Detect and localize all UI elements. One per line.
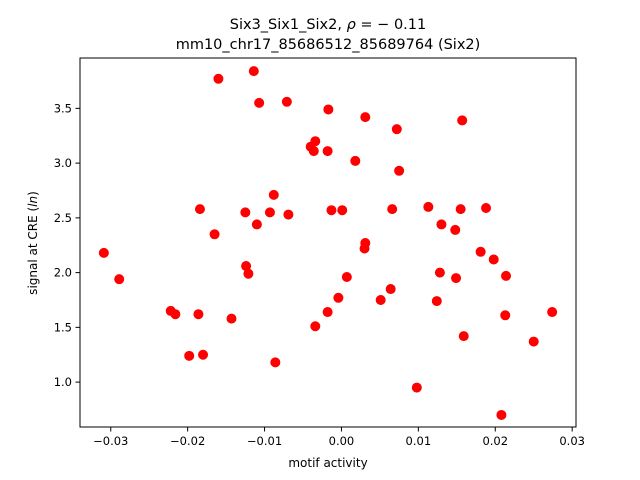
- data-point-18: [268, 189, 279, 200]
- x-tick-label-2: −0.01: [247, 434, 282, 448]
- data-point-11: [240, 207, 251, 218]
- data-point-6: [194, 204, 205, 215]
- data-point-30: [333, 292, 344, 303]
- data-point-42: [411, 382, 422, 393]
- data-point-56: [500, 310, 511, 321]
- data-point-24: [310, 136, 321, 147]
- data-point-19: [270, 357, 281, 368]
- y-tick-label-1: 1.5: [54, 320, 72, 334]
- data-point-28: [323, 104, 334, 115]
- data-point-55: [496, 409, 507, 420]
- axes-frame: [79, 57, 577, 428]
- data-point-1: [114, 274, 125, 285]
- data-point-23: [308, 146, 319, 157]
- data-point-36: [360, 112, 371, 123]
- data-point-0: [98, 247, 109, 258]
- data-point-41: [394, 165, 405, 176]
- data-point-53: [481, 203, 492, 214]
- data-point-59: [547, 307, 558, 318]
- x-tick-label-5: 0.02: [482, 434, 508, 448]
- data-point-51: [458, 331, 469, 342]
- data-point-33: [350, 155, 361, 166]
- plot-area: −0.03 −0.02 −0.01 0.00 0.01 0.02 0.03 1.0 1.5 2.0…: [54, 57, 585, 448]
- data-point-31: [337, 205, 348, 216]
- chart-title-value: = − 0.11: [356, 17, 426, 33]
- data-point-26: [322, 146, 333, 157]
- x-tick-label-6: 0.03: [559, 434, 585, 448]
- x-tick-label-1: −0.02: [170, 434, 205, 448]
- data-point-10: [226, 313, 237, 324]
- data-point-13: [243, 268, 254, 279]
- x-tick-label-4: 0.01: [406, 434, 432, 448]
- data-point-37: [375, 294, 386, 305]
- data-point-15: [251, 219, 262, 230]
- data-point-57: [501, 270, 512, 281]
- data-point-17: [264, 207, 275, 218]
- data-point-52: [475, 246, 486, 257]
- data-point-43: [423, 201, 434, 212]
- data-point-8: [209, 229, 220, 240]
- x-axis-label: motif activity: [288, 456, 367, 470]
- y-tick-label-4: 3.0: [54, 156, 72, 170]
- chart-title-line2: mm10_chr17_85686512_85689764 (Six2): [176, 37, 481, 53]
- data-point-54: [488, 254, 499, 265]
- y-tick-label-0: 1.0: [54, 375, 72, 389]
- data-point-46: [436, 219, 447, 230]
- data-point-29: [326, 205, 337, 216]
- data-point-9: [213, 73, 224, 84]
- data-point-25: [310, 321, 321, 332]
- y-axis-label-prefix: signal at CRE (: [26, 207, 40, 295]
- y-axis-label: signal at CRE (ln): [26, 191, 40, 295]
- data-point-5: [193, 309, 204, 320]
- chart-title-line1: Six3_Six1_Six2, ρ = − 0.11: [230, 17, 426, 33]
- data-point-47: [450, 224, 461, 235]
- y-tick-label-5: 3.5: [54, 101, 72, 115]
- data-point-3: [170, 309, 181, 320]
- x-tick-label-0: −0.03: [93, 434, 128, 448]
- y-tick-label-2: 2.0: [54, 266, 72, 280]
- data-point-21: [283, 209, 294, 220]
- data-point-20: [281, 96, 292, 107]
- data-point-49: [455, 204, 466, 215]
- data-point-45: [434, 267, 445, 278]
- y-axis-label-suffix: ): [26, 191, 40, 196]
- data-point-16: [254, 97, 265, 108]
- data-point-32: [341, 271, 352, 282]
- data-point-48: [451, 273, 462, 284]
- data-point-40: [391, 124, 402, 135]
- data-point-58: [528, 336, 539, 347]
- data-point-4: [184, 350, 195, 361]
- data-point-27: [322, 307, 333, 318]
- data-point-39: [387, 204, 398, 215]
- chart-title-rho: ρ: [347, 17, 357, 33]
- y-axis-label-italic: ln: [26, 196, 40, 207]
- data-point-50: [457, 115, 468, 126]
- y-tick-label-3: 2.5: [54, 211, 72, 225]
- data-point-44: [431, 296, 442, 307]
- data-point-14: [248, 66, 259, 77]
- chart-title-prefix: Six3_Six1_Six2,: [230, 17, 347, 33]
- data-point-7: [198, 349, 209, 360]
- data-point-38: [385, 284, 396, 295]
- data-point-35: [360, 238, 371, 249]
- x-tick-label-3: 0.00: [329, 434, 355, 448]
